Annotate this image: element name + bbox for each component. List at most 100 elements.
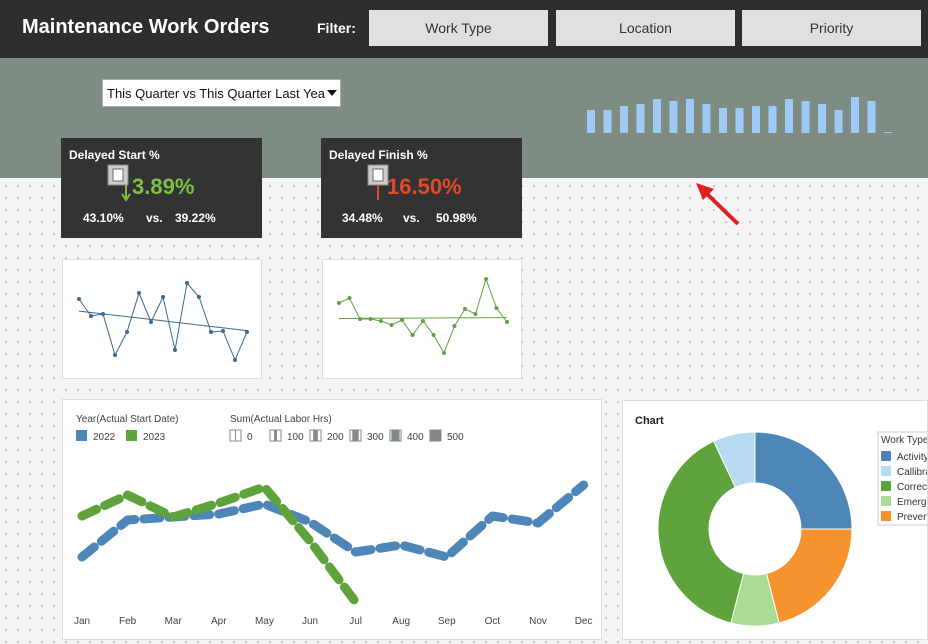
size-swatch-fill: [274, 430, 277, 441]
point: [101, 312, 105, 316]
point: [125, 330, 129, 334]
donut-slice: [754, 431, 853, 530]
size-swatch-fill: [391, 430, 400, 441]
kpi-previous: 39.22%: [175, 211, 216, 225]
point: [197, 295, 201, 299]
period-dropdown[interactable]: This Quarter vs This Quarter Last Year: [102, 79, 341, 107]
point: [137, 291, 141, 295]
x-tick-label: Sep: [438, 616, 456, 627]
legend-swatch: [126, 430, 137, 441]
point: [77, 297, 81, 301]
legend-swatch: [881, 451, 891, 461]
bar: [735, 108, 744, 133]
size-swatch-fill: [352, 430, 359, 441]
x-tick-label: Jun: [302, 616, 318, 627]
kpi-vs: vs.: [146, 211, 163, 225]
bar: [785, 99, 793, 133]
x-tick-label: Apr: [211, 616, 227, 627]
bar: [801, 101, 810, 133]
point: [379, 319, 383, 323]
series-line: [77, 480, 589, 562]
size-legend-label: 200: [327, 432, 344, 443]
kpi-card: Delayed Finish % 16.50% 34.48% vs. 50.98…: [321, 138, 522, 238]
point: [452, 324, 457, 328]
point: [431, 333, 436, 337]
size-legend-label: 500: [447, 432, 464, 443]
bar: [653, 99, 661, 133]
legend-swatch: [881, 511, 891, 521]
x-tick-label: Feb: [119, 616, 137, 627]
point: [185, 281, 189, 285]
size-legend-label: 100: [287, 432, 304, 443]
size-legend-title: Sum(Actual Labor Hrs): [230, 414, 332, 425]
donut-slice: [765, 528, 853, 624]
point: [209, 330, 213, 334]
legend-swatch: [881, 481, 891, 491]
legend-swatch: [881, 496, 891, 506]
point: [505, 320, 509, 324]
kpi-change: 16.50%: [387, 174, 462, 199]
kpi-icon: [367, 164, 389, 200]
legend-label: 2022: [93, 432, 116, 443]
line: [338, 277, 508, 355]
bar: [884, 132, 892, 133]
size-legend-label: 400: [407, 432, 424, 443]
point: [233, 358, 237, 362]
trend-line: [78, 310, 248, 332]
bar: [719, 108, 727, 133]
point: [89, 314, 93, 318]
header: Maintenance Work Orders Filter: Work Typ…: [0, 0, 928, 58]
bar: [834, 110, 843, 133]
bar: [702, 104, 711, 133]
size-legend-label: 0: [247, 432, 253, 443]
donut-slice: [657, 440, 745, 624]
legend-title: Work Type: [881, 435, 928, 446]
size-legend-label: 300: [367, 432, 384, 443]
kpi-current: 43.10%: [83, 211, 124, 225]
line-chart: Year(Actual Start Date) 2022 2023 Sum(Actua…: [62, 399, 602, 640]
dashboard-title: Maintenance Work Orders: [22, 16, 270, 38]
kpi-previous: 50.98%: [436, 211, 477, 225]
legend-label: Correct: [897, 482, 928, 493]
kpi-vs: vs.: [403, 211, 420, 225]
bar: [752, 106, 760, 133]
chart-title: Chart: [635, 415, 664, 427]
bar: [636, 104, 645, 133]
bar: [587, 110, 595, 133]
point: [410, 333, 415, 337]
kpi-title: Delayed Finish %: [329, 148, 428, 162]
x-tick-label: Mar: [165, 616, 183, 627]
point: [421, 319, 425, 323]
legend-swatch: [76, 430, 87, 441]
legend-label: Preven: [897, 512, 928, 523]
x-tick-label: Nov: [529, 616, 547, 627]
kpi-card: Delayed Start % 3.89% 43.10% vs. 39.22%: [61, 138, 262, 238]
donut-chart: Chart Work Type Activity Callibra Correct Eme…: [622, 400, 928, 640]
point: [473, 312, 478, 316]
filter-button[interactable]: Location: [556, 10, 735, 46]
filter-button[interactable]: Work Type: [369, 10, 548, 46]
dropdown-text: This Quarter vs This Quarter Last Year: [107, 86, 325, 101]
x-tick-label: Jul: [349, 616, 362, 627]
donut-slice: [713, 431, 756, 489]
legend-label: 2023: [143, 432, 166, 443]
point: [113, 353, 117, 357]
filter-button[interactable]: Priority: [742, 10, 921, 46]
legend-swatch: [881, 466, 891, 476]
point: [442, 351, 446, 355]
point: [400, 318, 404, 322]
bar: [620, 106, 628, 133]
point: [368, 317, 373, 321]
filter-label: Filter:: [317, 20, 356, 36]
legend-title: Year(Actual Start Date): [76, 414, 178, 425]
x-tick-label: Dec: [575, 616, 593, 627]
point: [484, 277, 488, 281]
kpi-current: 34.48%: [342, 211, 383, 225]
legend-box: [877, 431, 927, 526]
point: [463, 307, 467, 311]
annotation-arrow: [696, 183, 740, 226]
point: [173, 348, 177, 352]
point: [358, 317, 362, 321]
x-tick-label: Oct: [485, 616, 501, 627]
